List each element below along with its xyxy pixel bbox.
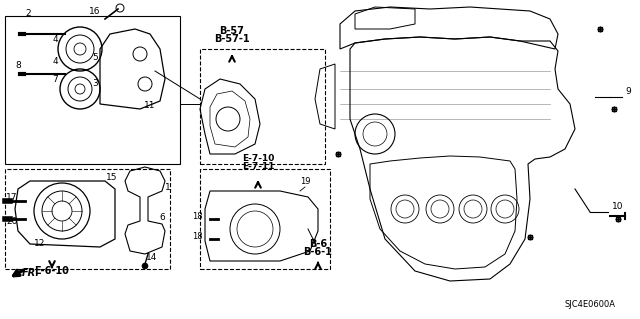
Text: 4: 4 <box>52 56 58 65</box>
Bar <box>200 169 330 269</box>
Text: 20: 20 <box>6 218 18 226</box>
Text: B-6-1: B-6-1 <box>303 247 332 257</box>
Text: 12: 12 <box>35 240 45 249</box>
Text: E-6-10: E-6-10 <box>35 266 69 276</box>
Text: B-57-1: B-57-1 <box>214 34 250 44</box>
Text: 4: 4 <box>52 34 58 43</box>
Text: 18: 18 <box>193 232 203 241</box>
Text: 18: 18 <box>193 212 203 221</box>
Text: 7: 7 <box>52 75 58 84</box>
Text: 3: 3 <box>92 79 98 88</box>
Bar <box>5 169 170 269</box>
Text: 14: 14 <box>147 253 157 262</box>
Bar <box>200 49 325 164</box>
Text: 1: 1 <box>165 182 171 191</box>
Text: 9: 9 <box>625 87 631 96</box>
Text: 10: 10 <box>612 202 624 211</box>
Text: E-7-11: E-7-11 <box>242 162 275 171</box>
Text: 8: 8 <box>15 62 21 70</box>
Text: 5: 5 <box>92 53 98 62</box>
Text: 16: 16 <box>89 6 100 16</box>
Text: 19: 19 <box>300 177 310 186</box>
Text: B-57: B-57 <box>220 26 244 36</box>
Text: SJC4E0600A: SJC4E0600A <box>564 300 616 309</box>
Text: B-6: B-6 <box>309 239 327 249</box>
Text: 15: 15 <box>106 173 118 182</box>
Bar <box>5 16 180 164</box>
Text: FR.: FR. <box>22 268 40 278</box>
Text: E-7-10: E-7-10 <box>242 154 274 163</box>
Text: 6: 6 <box>159 212 165 221</box>
Text: 2: 2 <box>25 10 31 19</box>
Text: 11: 11 <box>144 101 156 110</box>
Text: 17: 17 <box>6 192 18 202</box>
Circle shape <box>142 263 148 269</box>
Circle shape <box>116 4 124 12</box>
